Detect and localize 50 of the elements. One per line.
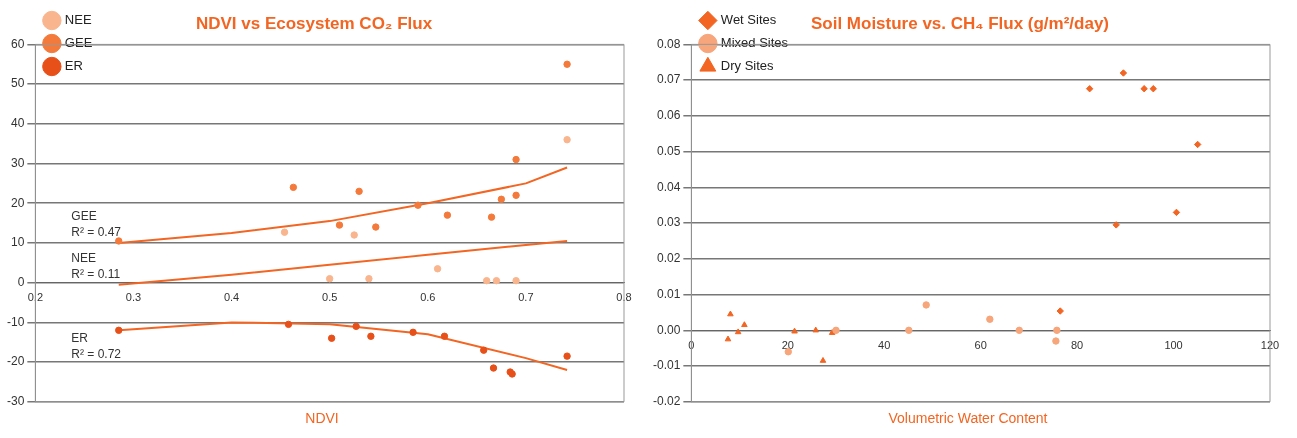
x-tick-label: 0.4	[223, 291, 240, 304]
y-tick-label: -30	[7, 394, 25, 409]
legend-label: Wet Sites	[720, 12, 777, 28]
chart-title: NDVI vs Ecosystem CO₂ Flux	[195, 13, 433, 33]
x-tick-label: 100	[1164, 338, 1183, 351]
annotation: R² = 0.72	[71, 346, 122, 361]
x-tick-label: 120	[1260, 338, 1280, 351]
x-tick-label: 0.8	[616, 291, 632, 304]
annotation: R² = 0.11	[71, 266, 121, 281]
y-tick-label: -20	[7, 354, 25, 369]
legend-label: Mixed Sites	[720, 35, 789, 51]
y-tick-label: 0.01	[656, 286, 681, 301]
legend-label: NEE	[64, 12, 92, 28]
y-tick-label: 0.02	[656, 251, 681, 266]
y-tick-label: 10	[10, 235, 25, 250]
y-tick-label: 50	[10, 76, 25, 91]
chart-title: Soil Moisture vs. CH₄ Flux (g/m²/day)	[810, 13, 1110, 33]
x-tick-label: 0.6	[420, 291, 436, 304]
y-tick-label: 0.03	[656, 215, 681, 230]
annotation: ER	[71, 330, 89, 345]
x-tick-label: 40	[878, 338, 891, 351]
y-tick-label: 0.05	[656, 143, 681, 158]
x-axis-title: Volumetric Water Content	[887, 410, 1049, 426]
y-tick-label: -0.01	[652, 358, 681, 373]
x-axis-title: NDVI	[304, 410, 340, 426]
x-tick-label: 0.7	[518, 291, 534, 304]
y-tick-label: 0.00	[656, 322, 681, 337]
y-tick-label: 0.07	[656, 72, 681, 87]
x-tick-label: 20	[781, 338, 794, 351]
legend-label: Dry Sites	[720, 58, 775, 74]
x-tick-label: 0.3	[125, 291, 142, 304]
y-tick-label: 0	[17, 274, 25, 289]
x-tick-label: 0.5	[322, 291, 338, 304]
x-tick-label: 80	[1070, 338, 1084, 351]
y-tick-label: 20	[10, 195, 25, 210]
legend-label: ER	[64, 58, 83, 74]
y-tick-label: 60	[10, 36, 25, 51]
x-tick-label: 60	[974, 338, 987, 351]
y-tick-label: -10	[7, 314, 25, 329]
y-tick-label: 0.08	[656, 36, 681, 51]
y-tick-label: -0.02	[652, 394, 681, 409]
annotation: NEE	[71, 250, 97, 265]
legend-label: GEE	[64, 35, 93, 51]
annotation: R² = 0.47	[71, 225, 122, 240]
y-tick-label: 0.04	[656, 179, 681, 194]
y-tick-label: 0.06	[656, 108, 681, 123]
annotation: GEE	[71, 209, 97, 224]
y-tick-label: 30	[10, 155, 25, 170]
y-tick-label: 40	[10, 116, 25, 131]
x-tick-label: 0.2	[27, 291, 43, 304]
